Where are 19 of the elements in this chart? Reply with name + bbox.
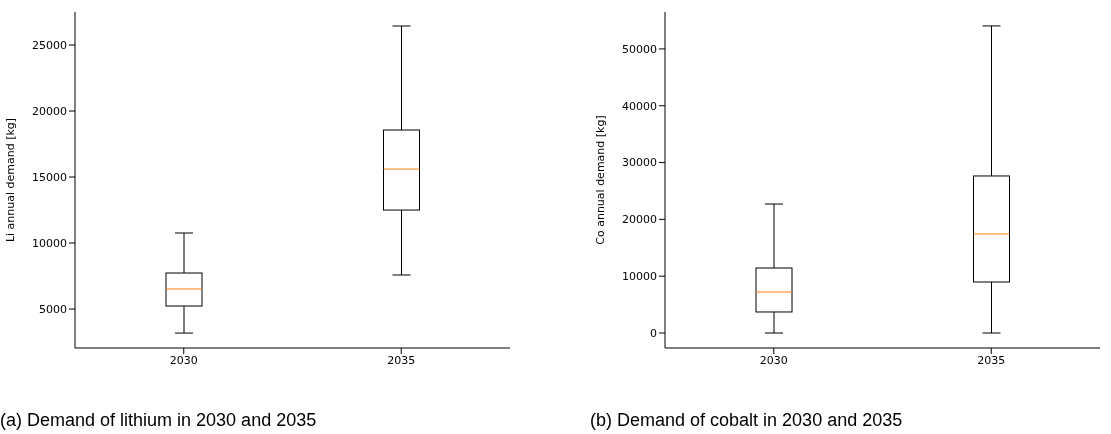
text: (a) Demand of lithium in 2030 and 2035: [0, 410, 318, 431]
y-tick-label: 15000: [32, 170, 67, 184]
y-tick-label: 50000: [622, 42, 657, 56]
y-axis-title: Li annual demand [kg]: [3, 117, 17, 243]
y-tick-label: 10000: [622, 270, 657, 284]
y-axis-title: Co annual demand [kg]: [593, 115, 607, 245]
x-tick-label: 2030: [759, 353, 788, 367]
x-tick-label: 2035: [977, 353, 1006, 367]
y-tick-label: 20000: [622, 213, 657, 227]
y-tick-label: 30000: [622, 156, 657, 170]
y-tick-label: 25000: [32, 38, 67, 52]
x-tick-label: 2035: [387, 353, 416, 367]
y-tick-label: 5000: [39, 302, 67, 316]
text: (b) Demand of cobalt in 2030 and 2035: [590, 410, 904, 431]
y-tick-label: 10000: [32, 236, 67, 250]
y-tick-label: 20000: [32, 104, 67, 118]
x-tick-label: 2030: [169, 353, 198, 367]
y-tick-label: 0: [650, 326, 657, 340]
y-tick-label: 40000: [622, 99, 657, 113]
